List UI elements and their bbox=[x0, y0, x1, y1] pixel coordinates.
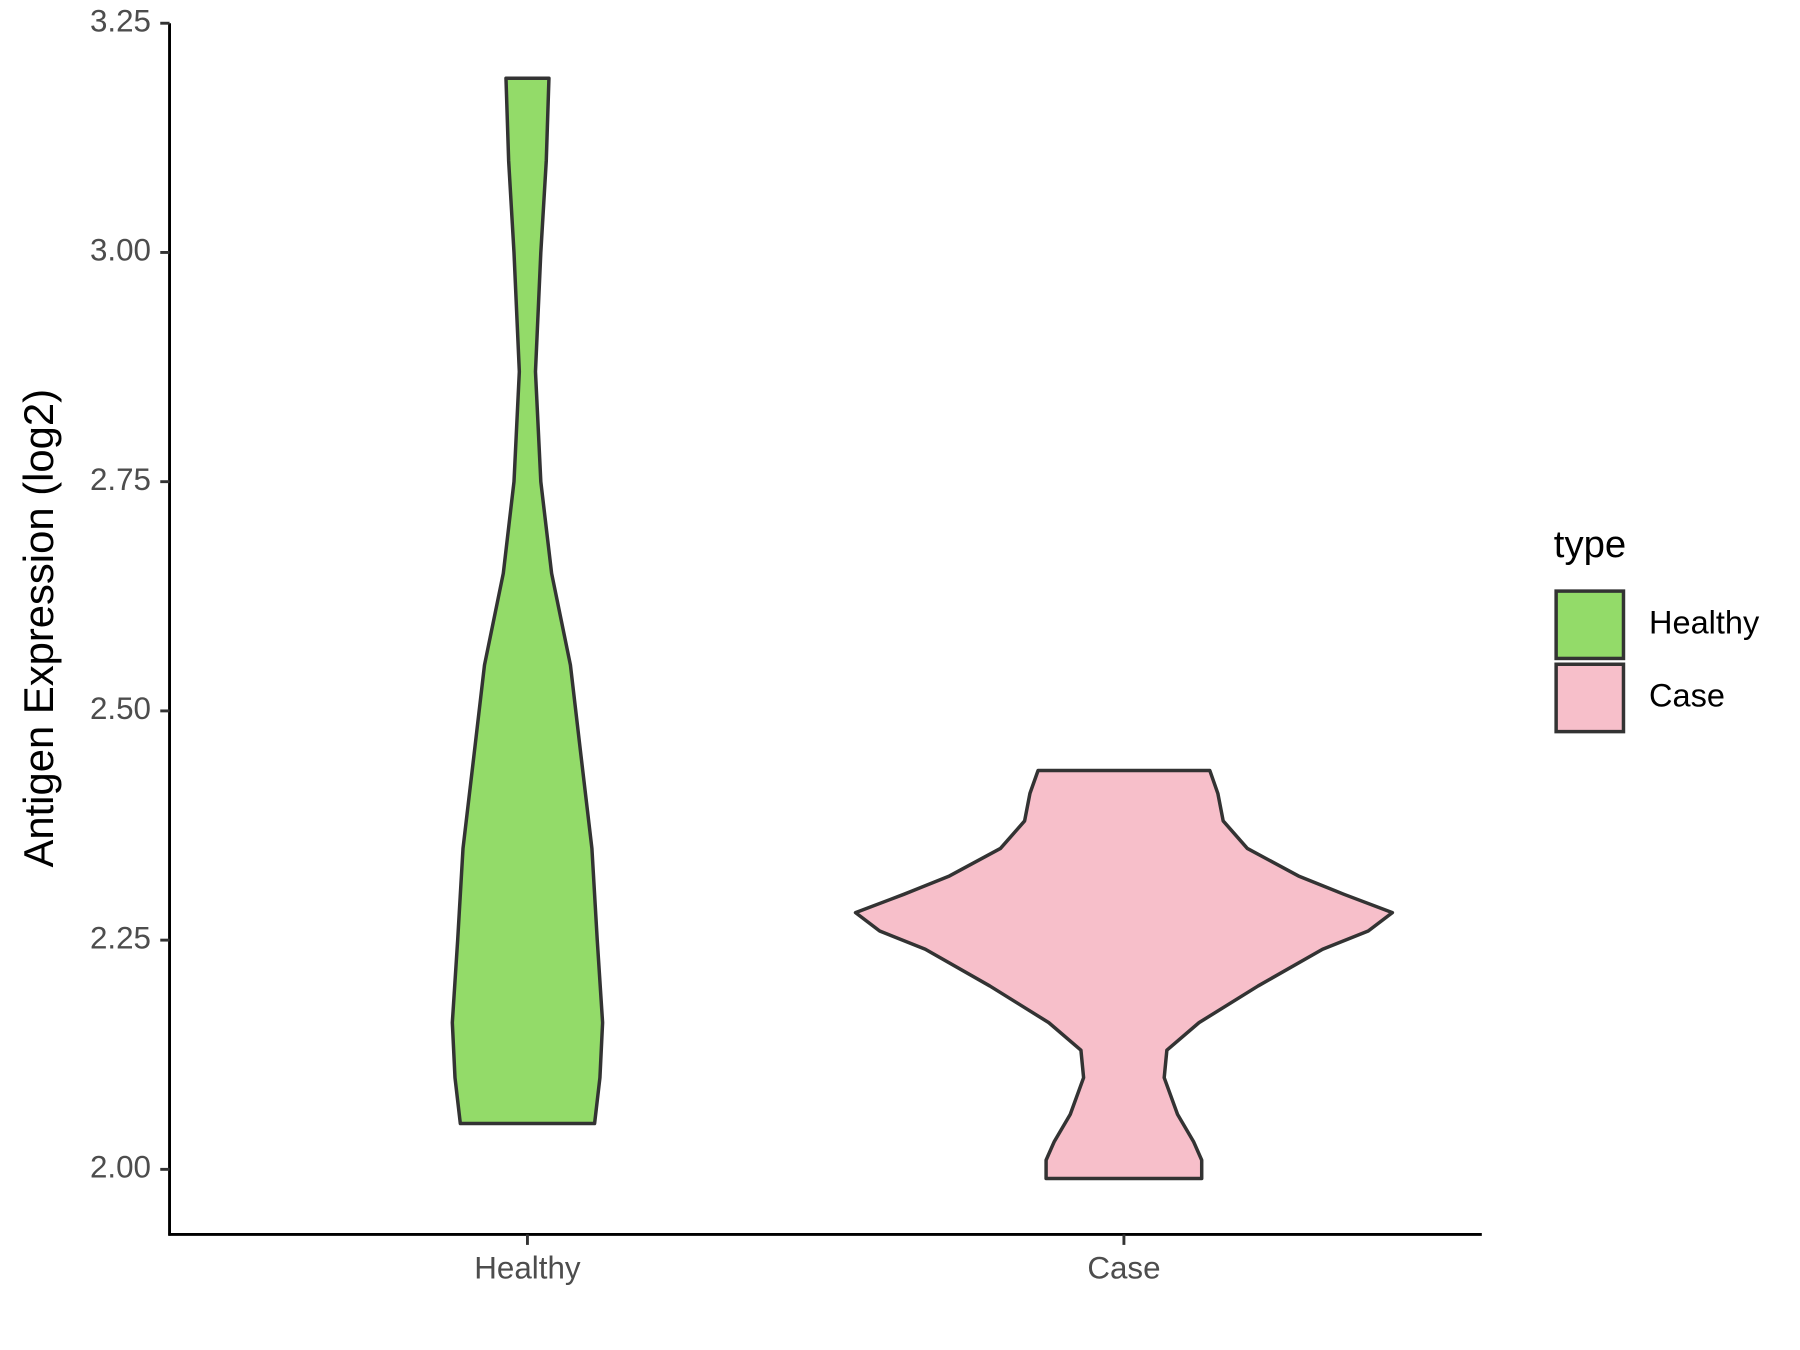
y-tick-label: 2.25 bbox=[90, 920, 151, 955]
violin bbox=[853, 768, 1395, 1181]
y-tick-label: 3.25 bbox=[90, 4, 151, 39]
legend-title: type bbox=[1554, 523, 1626, 566]
y-tick-label: 2.50 bbox=[90, 691, 151, 726]
x-tick-label: Healthy bbox=[474, 1251, 581, 1286]
violin bbox=[450, 76, 605, 1126]
y-axis-label: Antigen Expression (log2) bbox=[15, 389, 62, 868]
legend-label: Healthy bbox=[1649, 604, 1760, 640]
y-tick-label: 3.00 bbox=[90, 233, 151, 268]
legend-label: Case bbox=[1649, 678, 1725, 714]
legend-swatch bbox=[1554, 589, 1626, 661]
x-tick-label: Case bbox=[1087, 1251, 1160, 1286]
y-tick-label: 2.75 bbox=[90, 462, 151, 497]
legend-swatch bbox=[1554, 662, 1626, 734]
y-tick-label: 2.00 bbox=[90, 1150, 151, 1185]
